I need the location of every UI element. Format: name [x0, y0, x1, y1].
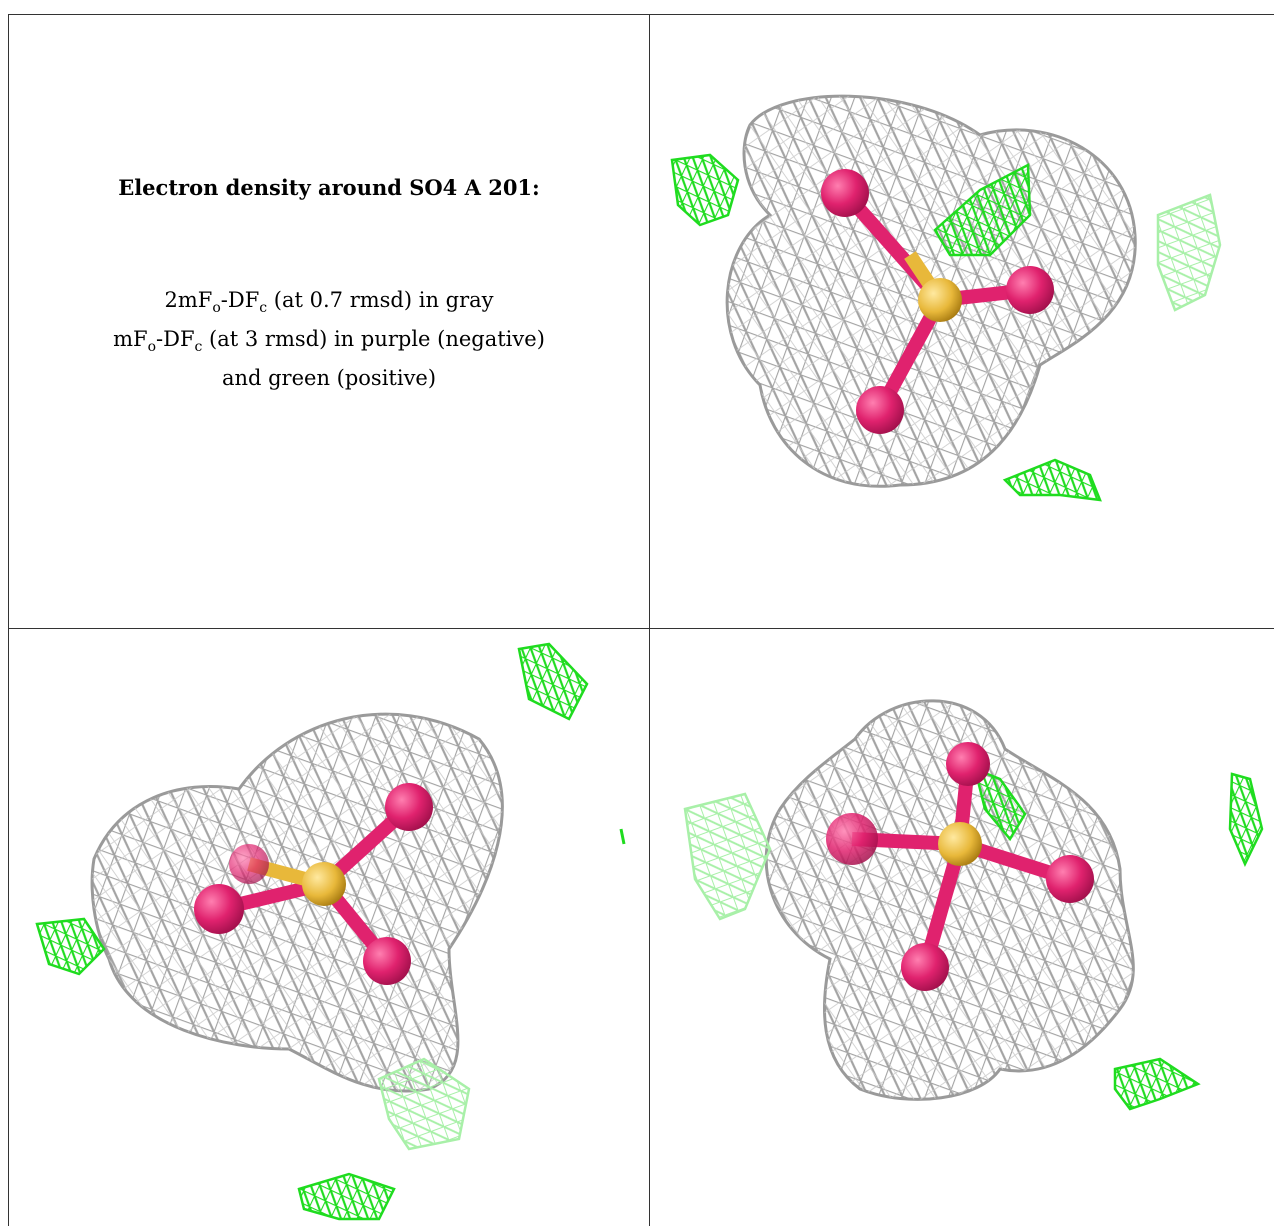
oxygen-atom [385, 783, 433, 831]
sulfate-molecule [826, 742, 1094, 991]
legend-line-gray: 2mFo-DFc (at 0.7 rmsd) in gray [164, 288, 494, 317]
green-positive-mesh [670, 153, 1222, 502]
oxygen-atom [194, 884, 244, 934]
oxygen-atom [229, 844, 269, 884]
oxygen-atom [856, 386, 904, 434]
sulfate-molecule [821, 169, 1054, 434]
green-positive-mesh [683, 766, 1264, 1111]
figure-legend: 2mFo-DFc (at 0.7 rmsd) in gray mFo-DFc (… [9, 285, 649, 394]
oxygen-atom [821, 169, 869, 217]
oxygen-atom [363, 937, 411, 985]
sulfur-atom [918, 278, 962, 322]
density-view-3 [650, 629, 1274, 1226]
density-view-1 [650, 15, 1274, 628]
oxygen-atom [901, 943, 949, 991]
gray-density-mesh [90, 712, 504, 1093]
sulfur-atom [302, 862, 346, 906]
oxygen-atom [1006, 266, 1054, 314]
figure-frame [8, 14, 1274, 1226]
sulfate-molecule [194, 783, 433, 985]
density-view-2 [9, 629, 649, 1226]
grid-divider-vertical [649, 14, 650, 1226]
caption-panel: Electron density around SO4 A 201: 2mFo-… [9, 15, 649, 628]
green-positive-mesh [35, 642, 626, 1221]
legend-line-difference: mFo-DFc (at 3 rmsd) in purple (negative) [113, 327, 545, 356]
grid-divider-horizontal [8, 628, 1274, 629]
oxygen-atom [946, 742, 990, 786]
sulfur-atom [938, 822, 982, 866]
oxygen-atom [826, 813, 878, 865]
oxygen-atom [1046, 855, 1094, 903]
figure-title: Electron density around SO4 A 201: [118, 175, 540, 200]
legend-line-green: and green (positive) [221, 366, 437, 391]
